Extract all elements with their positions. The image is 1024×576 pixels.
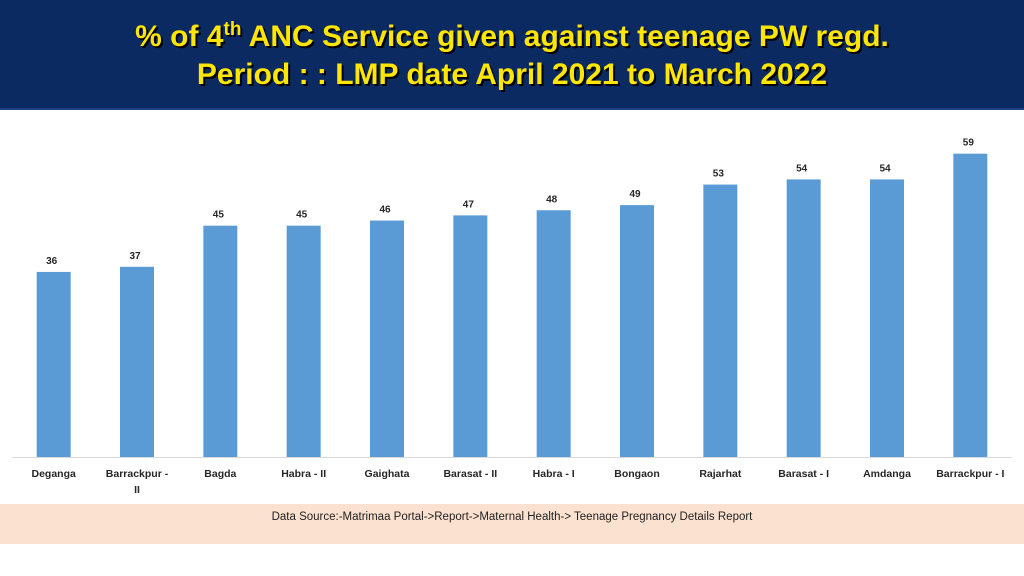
data-label: 54 <box>796 163 808 174</box>
data-label: 45 <box>296 210 308 221</box>
data-label: 36 <box>46 256 58 267</box>
bar <box>453 215 488 457</box>
bar <box>36 271 71 457</box>
bar <box>370 220 404 457</box>
data-label: 54 <box>879 163 891 174</box>
bar <box>536 210 571 457</box>
x-tick-label: Amdanga <box>863 468 911 480</box>
x-tick-label: Barasat - I <box>778 468 829 480</box>
data-label: 49 <box>629 189 641 200</box>
x-tick-label: Rajarhat <box>699 468 742 480</box>
x-tick-label: Habra - II <box>281 468 326 480</box>
data-label: 45 <box>213 210 225 221</box>
bar-chart: 36 Deganga 37 Barrackpur -II 45 Bagda 45 Habra … <box>12 138 1012 496</box>
x-tick-label: Bagda <box>204 468 236 480</box>
x-tick-label: Bongaon <box>614 468 660 480</box>
title-suffix: ANC Service given against teenage PW reg… <box>241 20 889 53</box>
x-tick-label: Habra - I <box>533 468 575 480</box>
bar <box>870 179 904 457</box>
title-prefix: % of 4 <box>135 20 224 53</box>
data-label: 37 <box>129 251 141 262</box>
x-tick-label: Deganga <box>31 468 76 480</box>
x-tick-label: Gaighata <box>365 468 410 480</box>
data-source-band: Data Source:-Matrimaa Portal->Report->Ma… <box>0 504 1024 544</box>
bar <box>953 153 988 457</box>
x-tick-label: Barasat - II <box>443 468 497 480</box>
chart-title-line-2: Period : : LMP date April 2021 to March … <box>196 58 828 91</box>
data-label: 47 <box>463 199 475 210</box>
bar <box>286 225 321 457</box>
title-superscript: th <box>223 19 242 40</box>
x-tick-label: Barrackpur -II <box>106 468 169 496</box>
bar <box>120 266 154 457</box>
data-label: 59 <box>963 138 975 149</box>
bar <box>203 225 238 457</box>
bar <box>786 179 821 457</box>
data-label: 48 <box>546 194 558 205</box>
x-tick-label: Barrackpur - I <box>936 468 1004 480</box>
title-banner: % of 4th ANC Service given against teena… <box>0 0 1024 110</box>
data-label: 53 <box>713 169 725 180</box>
bar <box>703 184 738 457</box>
data-source-text: Data Source:-Matrimaa Portal->Report->Ma… <box>271 511 753 523</box>
data-label: 46 <box>379 205 391 216</box>
chart-title-line-1: % of 4th ANC Service given against teena… <box>0 20 1024 54</box>
bar <box>620 205 654 457</box>
